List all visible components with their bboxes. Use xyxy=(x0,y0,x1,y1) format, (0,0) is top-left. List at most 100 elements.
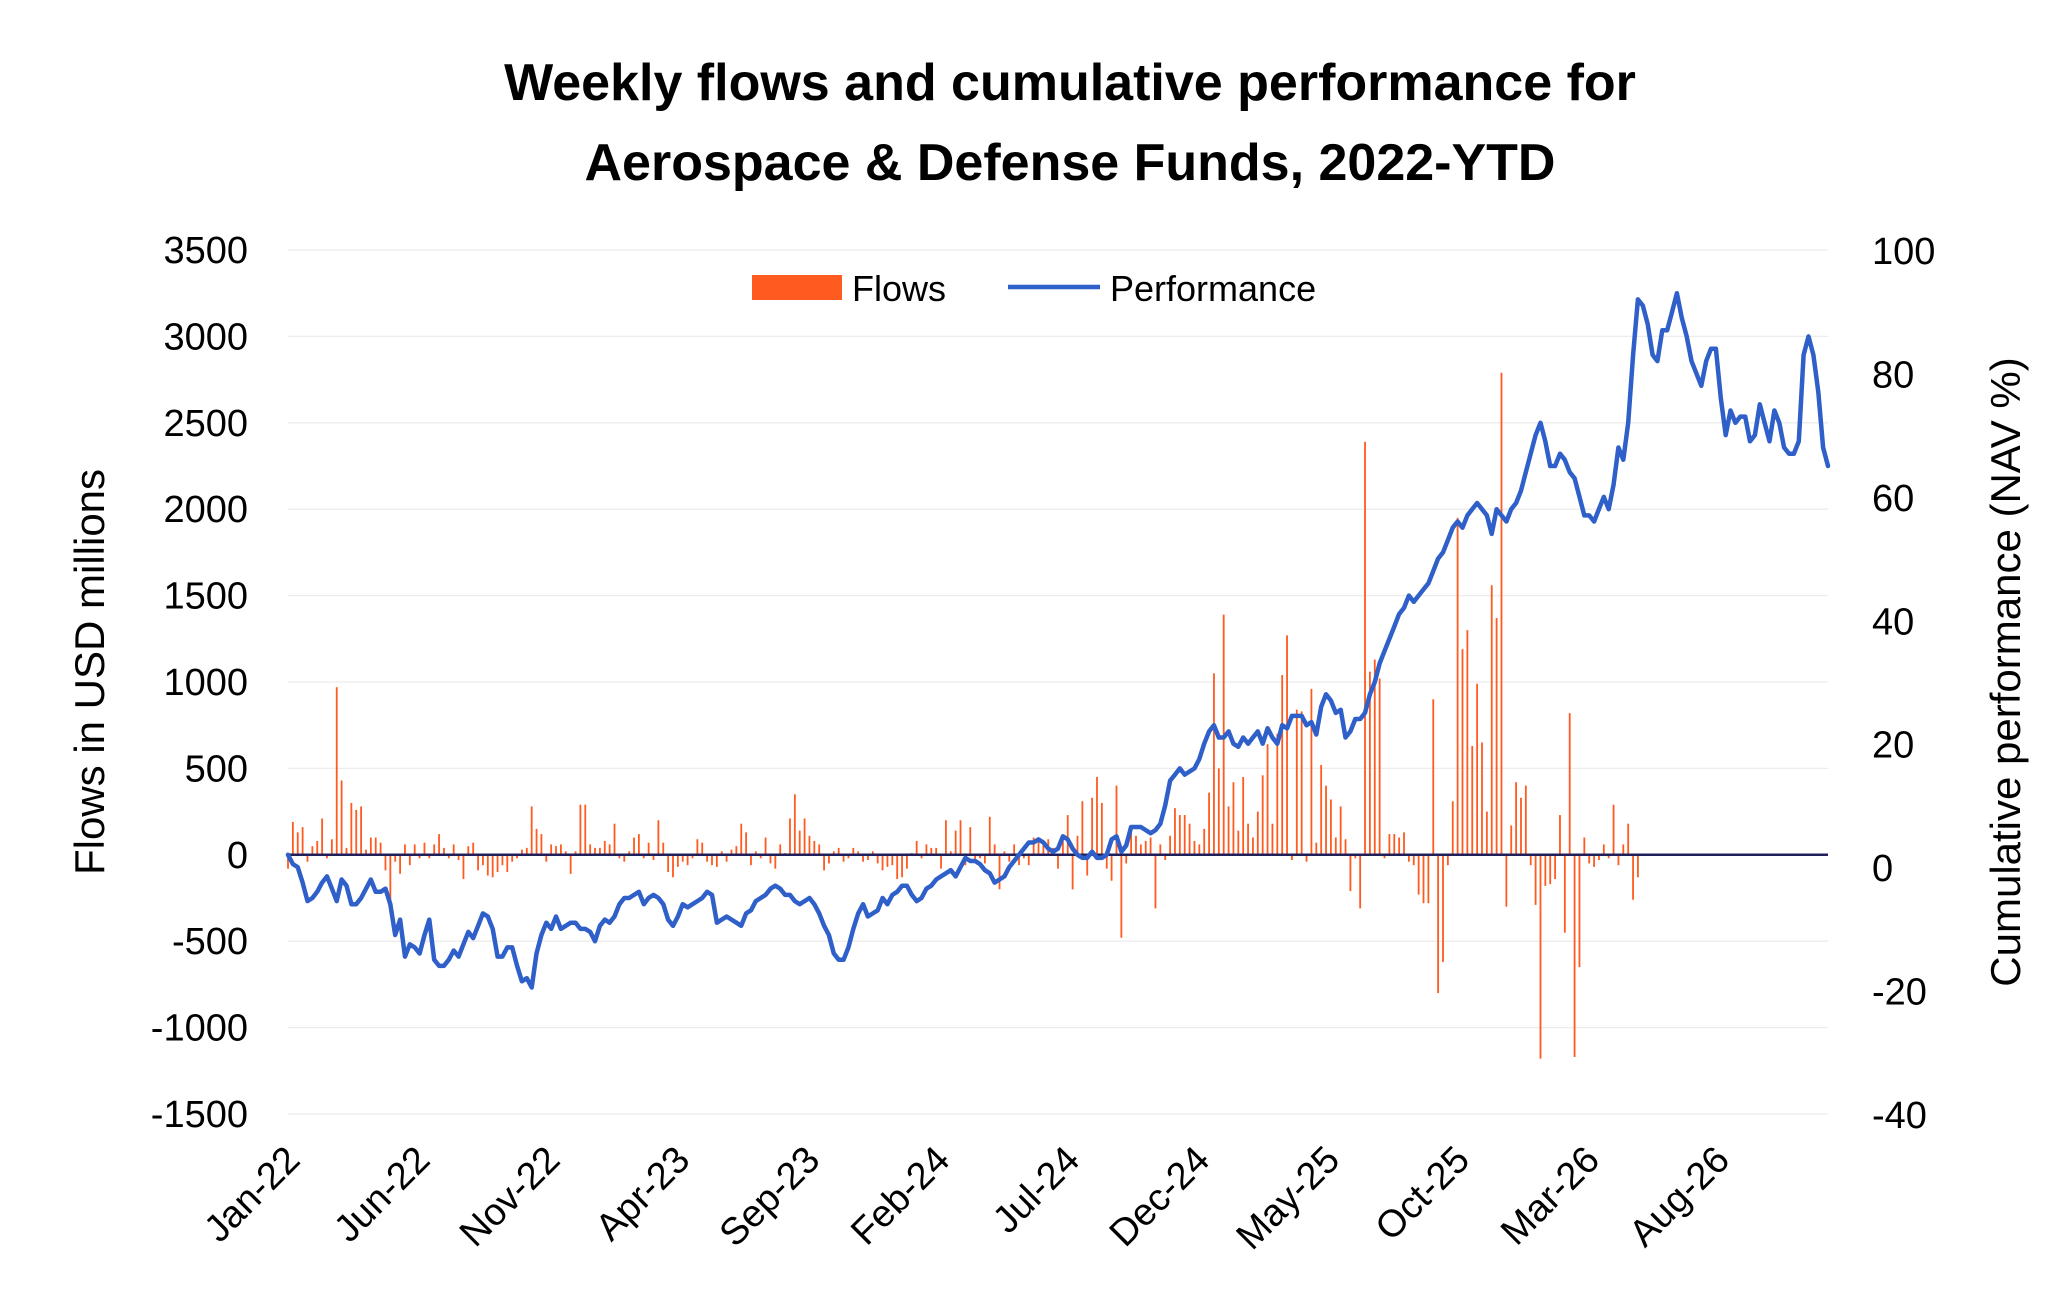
flow-bar xyxy=(1018,854,1020,866)
flow-bar xyxy=(1266,744,1269,855)
flow-bar xyxy=(1305,854,1308,862)
flow-bar xyxy=(511,854,514,862)
flow-bar xyxy=(745,832,748,855)
flow-bar xyxy=(1495,618,1498,855)
flow-bar xyxy=(335,687,338,855)
flow-bar xyxy=(798,830,801,855)
flow-bar xyxy=(1193,840,1196,855)
flow-bar xyxy=(779,844,782,855)
flow-bar xyxy=(1115,785,1118,855)
flow-bar xyxy=(701,842,704,855)
chart-title-line1: Weekly flows and cumulative performance … xyxy=(504,54,1636,112)
flow-bar xyxy=(418,854,421,859)
left-axis-title: Flows in USD millions xyxy=(66,469,113,875)
flow-bar xyxy=(1042,844,1045,855)
flow-bar xyxy=(350,802,353,855)
flow-bar xyxy=(1096,777,1098,855)
flow-bar xyxy=(1091,797,1094,855)
right-tick-label: -40 xyxy=(1872,1095,1927,1137)
flow-bar xyxy=(867,854,869,860)
flow-bar xyxy=(886,854,889,867)
flow-bar xyxy=(681,854,684,862)
flow-bar xyxy=(1407,854,1410,862)
flow-bar xyxy=(1037,840,1040,855)
flow-bar xyxy=(657,820,660,855)
x-tick-label: Jul-24 xyxy=(985,1139,1088,1242)
flow-bar xyxy=(852,847,855,855)
x-tick-label: Apr-23 xyxy=(588,1139,698,1249)
flow-bar xyxy=(1437,854,1440,994)
flow-bar xyxy=(438,834,440,855)
flow-bar xyxy=(1559,815,1561,855)
flow-bar xyxy=(871,851,874,855)
flow-bar xyxy=(1573,854,1576,1057)
flow-bar xyxy=(1354,854,1357,859)
flow-bar xyxy=(516,854,518,859)
flow-bar xyxy=(862,854,864,862)
flow-bar xyxy=(433,844,436,855)
flow-bar xyxy=(667,854,670,873)
flow-bar xyxy=(1320,764,1323,855)
flow-bar xyxy=(945,820,947,855)
flow-bar xyxy=(1330,799,1332,855)
flow-bar xyxy=(477,854,479,871)
right-tick-label: -20 xyxy=(1872,972,1927,1014)
x-tick-label: Sep-23 xyxy=(712,1139,828,1255)
flow-bar xyxy=(316,840,319,855)
flow-bar xyxy=(1554,854,1556,879)
flow-bar xyxy=(1076,835,1079,855)
flow-bar xyxy=(881,854,884,871)
flow-bar xyxy=(983,854,986,864)
legend: Flows Performance xyxy=(752,268,1316,309)
flow-bar xyxy=(326,854,328,859)
flow-bar xyxy=(1607,854,1610,859)
x-tick-label: Nov-22 xyxy=(452,1139,568,1255)
flow-bar xyxy=(1359,854,1362,909)
flow-bar xyxy=(832,851,835,855)
flow-bar xyxy=(662,842,665,855)
flow-bar xyxy=(408,854,411,866)
flow-bar xyxy=(1398,837,1401,855)
legend-flows-label: Flows xyxy=(852,268,946,309)
right-tick-label: 20 xyxy=(1872,725,1914,767)
flow-bar xyxy=(1403,832,1405,855)
flow-bar xyxy=(1208,792,1210,855)
flow-bar xyxy=(979,854,981,859)
flow-bar xyxy=(793,794,796,855)
right-axis-title: Cumulative performance (NAV %) xyxy=(1982,357,2029,986)
x-tick-label: Aug-26 xyxy=(1622,1139,1738,1255)
flow-bar xyxy=(1563,854,1566,933)
flow-bar xyxy=(291,821,294,855)
flow-bar xyxy=(1451,801,1454,855)
flow-bar xyxy=(1510,825,1513,855)
right-tick-label: 100 xyxy=(1872,231,1935,273)
flow-bar xyxy=(1583,837,1586,855)
flow-bar xyxy=(1344,839,1347,855)
flow-bar xyxy=(628,851,631,855)
left-tick-label: 500 xyxy=(185,748,248,790)
flow-bar xyxy=(1432,699,1435,855)
flow-bar xyxy=(769,854,772,864)
flow-bar xyxy=(1529,854,1532,866)
flow-bar xyxy=(1627,823,1630,855)
flow-bar xyxy=(486,854,489,876)
flow-bar xyxy=(1188,823,1191,855)
flow-bar xyxy=(906,854,908,869)
flow-bar xyxy=(1588,854,1591,864)
flow-bar xyxy=(330,839,333,855)
flow-bar xyxy=(1203,828,1206,855)
x-tick-label: Oct-25 xyxy=(1368,1139,1478,1249)
flow-bar xyxy=(1622,844,1625,855)
flow-bar xyxy=(1066,815,1069,855)
flow-bar xyxy=(1334,837,1337,855)
flow-bar xyxy=(1602,844,1605,855)
flow-bar xyxy=(1422,854,1425,904)
flow-bar xyxy=(1276,733,1279,855)
chart-title-line2: Aerospace & Defense Funds, 2022-YTD xyxy=(585,134,1556,192)
flow-bar xyxy=(589,844,592,855)
flow-bar xyxy=(1032,837,1035,855)
flow-bar xyxy=(501,854,504,866)
flow-bar xyxy=(725,854,728,862)
flow-bar xyxy=(988,816,991,855)
flow-bar xyxy=(1013,844,1016,855)
